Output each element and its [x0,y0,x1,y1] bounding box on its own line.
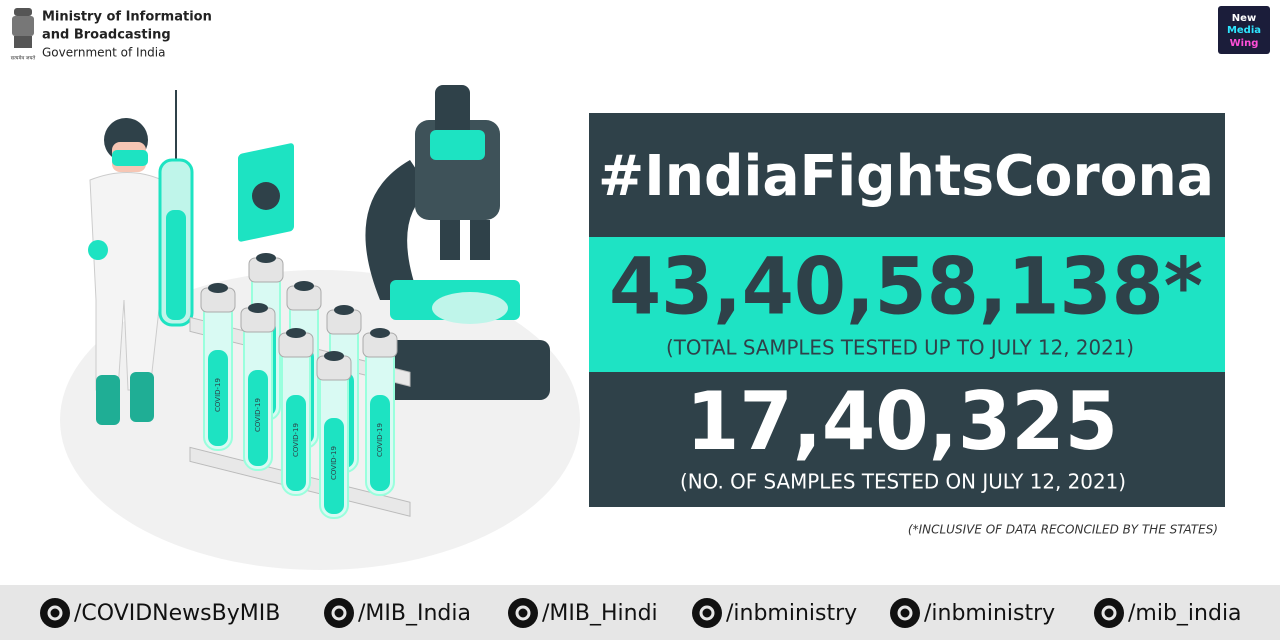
footer [0,585,1280,640]
emblem [12,8,34,48]
social-handle: /MIB_Hindi [542,601,658,626]
footnote: (*INCLUSIVE OF DATA RECONCILED BY THE ST… [908,523,1218,537]
logo-text: Media [1227,25,1261,36]
tube-liquid [286,395,306,491]
illustration: COVID-19 COVID-19 COVID-19 COVID-19 COVID-19… [60,85,580,570]
icon-mark [515,605,531,621]
icon-circle [508,598,538,628]
social-handle: /inbministry [726,601,857,626]
icon-mark [897,605,913,621]
social-handle: /mib_india [1128,601,1242,626]
tube-cap-top [248,303,268,313]
tube-cap-top [324,351,344,361]
icon-circle [324,598,354,628]
tube-cap-top [370,328,390,338]
hashtag: #IndiaFightsCorona [598,144,1214,209]
tube-cap-top [286,328,306,338]
icon-circle [890,598,920,628]
instagram-icon [1094,598,1124,628]
tube-label: COVID-19 [214,378,222,412]
daily-caption: (NO. OF SAMPLES TESTED ON JULY 12, 2021) [680,470,1126,494]
tube-label: COVID-19 [330,446,338,480]
icon-circle [40,598,70,628]
daily-value: 17,40,325 [686,375,1118,468]
tube-cap-top [208,283,228,293]
icon-mark [699,605,715,621]
twitter-icon [324,598,354,628]
twitter-icon [508,598,538,628]
logo-text: Wing [1230,38,1259,49]
tube-cap-top [256,253,276,263]
total-value: 43,40,58,138* [609,242,1203,332]
tube-cap-top [294,281,314,291]
icon-mark [47,605,63,621]
test-tube: COVID-19 [316,351,352,519]
tube-liquid [208,350,228,446]
twitter-icon [40,598,70,628]
daily-band [589,372,1225,507]
icon-mark [1101,605,1117,621]
icon-circle [692,598,722,628]
test-tube: COVID-19 [362,328,398,496]
test-tube: COVID-19 [200,283,236,451]
tube-liquid [324,418,344,514]
icon-circle [1094,598,1124,628]
ministry-line: Ministry of Information [42,10,212,25]
social-handle: /inbministry [924,601,1055,626]
tube-liquid [370,395,390,491]
tube-liquid [248,370,268,466]
tube-label: COVID-19 [292,423,300,457]
facebook-icon [692,598,722,628]
tube-label: COVID-19 [376,423,384,457]
government: Government of India [42,46,165,60]
test-tube: COVID-19 [240,303,276,471]
ministry-line: and Broadcasting [42,28,171,43]
emblem-motto: सत्यमेव जयते [11,55,36,62]
logo-text: New [1232,13,1256,24]
tube-cap-top [334,305,354,315]
total-caption: (TOTAL SAMPLES TESTED UP TO JULY 12, 202… [666,336,1134,360]
youtube-icon [890,598,920,628]
hashtag-band [589,113,1225,237]
test-tube: COVID-19 [278,328,314,496]
tube-label: COVID-19 [254,398,262,432]
total-band [589,237,1225,372]
social-handle: /MIB_India [358,601,471,626]
social-handle: /COVIDNewsByMIB [74,601,280,626]
icon-mark [331,605,347,621]
logo: New Media Wing [1218,6,1270,54]
